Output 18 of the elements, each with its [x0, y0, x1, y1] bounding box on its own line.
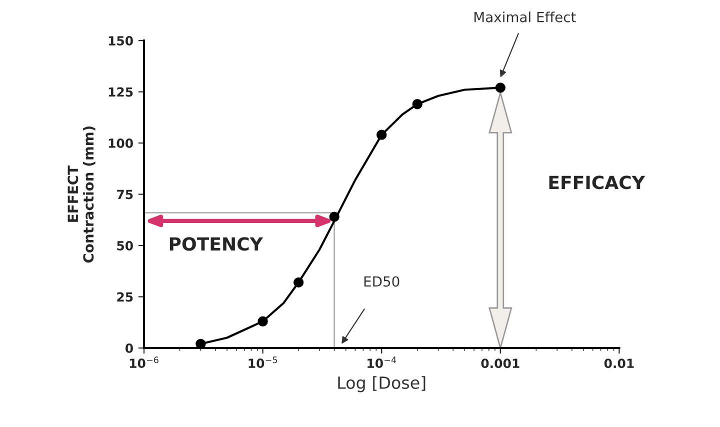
- y-tick-label: 25: [117, 292, 133, 302]
- x-tick-label: 0.01: [604, 358, 634, 368]
- y-tick-label: 125: [108, 87, 133, 97]
- x-tick-label: 10$^{−4}$: [368, 356, 396, 368]
- x-tick-label: 0.001: [481, 358, 520, 368]
- x-tick-label: 10$^{−5}$: [248, 356, 278, 368]
- x-tick-label: 10$^{−6}$: [130, 356, 158, 368]
- annotation: ED50: [364, 276, 400, 287]
- text: Maximal Effect: [474, 12, 576, 22]
- y-tick-label: 50: [117, 240, 133, 250]
- annotation: EFFICACY: [549, 176, 646, 190]
- y-axis-title: EFFECT Contraction (mm): [68, 126, 96, 263]
- y-tick-label: 75: [117, 190, 133, 200]
- annotation: POTENCY: [170, 237, 264, 251]
- y-tick-label: 0: [125, 343, 133, 353]
- y-tick-label: 100: [108, 138, 133, 148]
- x-axis-title: Log [Dose]: [338, 376, 426, 392]
- y-tick-label: 150: [108, 36, 133, 46]
